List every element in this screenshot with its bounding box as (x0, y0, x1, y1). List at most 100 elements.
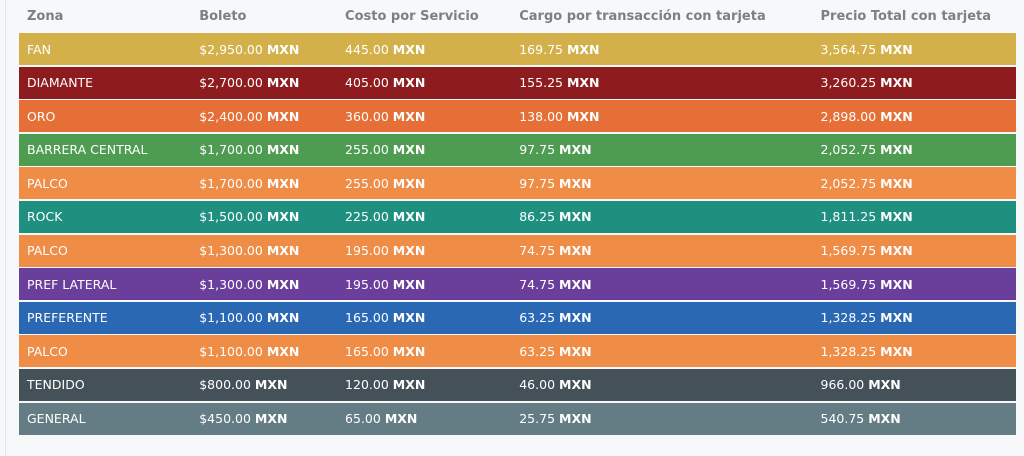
cell-boleto: $1,700.00 MXN (191, 176, 337, 191)
table-row: PREF LATERAL $1,300.00 MXN 195.00 MXN 74.75… (19, 268, 1016, 301)
cell-zona: PREFERENTE (19, 310, 191, 325)
header-cargo-tarjeta: Cargo por transacción con tarjeta (519, 9, 766, 24)
cell-cargo-value: 169.75 (519, 41, 563, 57)
cell-zona: ORO (19, 109, 191, 124)
cell-zona: PREF LATERAL (19, 277, 191, 292)
currency-label: MXN (566, 108, 600, 124)
currency-label: MXN (392, 108, 426, 124)
cell-boleto: $2,400.00 MXN (191, 109, 337, 124)
table-row: ORO $2,400.00 MXN 360.00 MXN 138.00 MXN 2,89… (19, 100, 1016, 133)
cell-cargo: 169.75 MXN (511, 42, 812, 57)
header-costo-servicio: Costo por Servicio (345, 9, 479, 24)
table-row: ROCK $1,500.00 MXN 225.00 MXN 86.25 MXN 1,81… (19, 200, 1016, 233)
cell-total-value: 2,052.75 (820, 142, 877, 158)
cell-servicio: 195.00 MXN (337, 277, 511, 292)
cell-zona-value: ROCK (27, 209, 63, 225)
currency-label: MXN (266, 75, 300, 91)
cell-servicio-value: 360.00 (345, 108, 389, 124)
currency-label: MXN (392, 41, 426, 57)
cell-boleto-value: $2,400.00 (199, 108, 263, 124)
currency-label: MXN (392, 75, 426, 91)
cell-cargo: 63.25 MXN (511, 310, 812, 325)
cell-total-value: 2,052.75 (820, 175, 877, 191)
currency-label: MXN (266, 310, 300, 326)
cell-zona-value: PALCO (27, 175, 68, 191)
cell-servicio-value: 165.00 (345, 343, 389, 359)
currency-label: MXN (392, 142, 426, 158)
currency-label: MXN (868, 377, 901, 393)
cell-boleto: $1,500.00 MXN (191, 209, 337, 224)
cell-boleto: $1,100.00 MXN (191, 310, 337, 325)
cell-zona-value: TENDIDO (27, 377, 85, 393)
cell-servicio: 65.00 MXN (337, 411, 511, 426)
header-precio-total: Precio Total con tarjeta (820, 9, 992, 24)
currency-label: MXN (392, 377, 426, 393)
cell-zona-value: BARRERA CENTRAL (27, 142, 148, 158)
table-row: PALCO $1,300.00 MXN 195.00 MXN 74.75 MXN 1,5… (19, 234, 1017, 267)
cell-boleto-value: $2,950.00 (199, 41, 263, 57)
cell-total-value: 1,569.75 (820, 243, 877, 259)
table-row: PALCO $1,100.00 MXN 165.00 MXN 63.25 MXN 1,3… (19, 335, 1016, 368)
currency-label: MXN (254, 411, 288, 427)
cell-cargo-value: 46.00 (519, 377, 556, 393)
currency-label: MXN (880, 75, 913, 91)
cell-zona: PALCO (19, 176, 191, 191)
cell-servicio-value: 65.00 (345, 411, 381, 427)
cell-zona-value: PALCO (27, 243, 68, 259)
cell-total: 3,260.25 MXN (813, 75, 1017, 90)
cell-zona-value: FAN (27, 41, 51, 57)
cell-cargo: 138.00 MXN (511, 109, 812, 124)
cell-zona: TENDIDO (19, 377, 191, 392)
cell-cargo-value: 138.00 (519, 108, 563, 124)
cell-servicio: 195.00 MXN (337, 243, 511, 258)
cell-boleto-value: $800.00 (199, 377, 251, 393)
cell-cargo: 97.75 MXN (511, 142, 812, 157)
cell-zona: FAN (19, 42, 191, 57)
cell-total: 540.75 MXN (813, 411, 1017, 426)
currency-label: MXN (266, 276, 300, 292)
cell-cargo-value: 74.75 (519, 276, 556, 292)
currency-label: MXN (880, 209, 913, 225)
currency-label: MXN (266, 243, 300, 259)
cell-servicio-value: 445.00 (345, 41, 389, 57)
currency-label: MXN (566, 75, 600, 91)
cell-total-value: 2,898.00 (820, 108, 877, 124)
cell-cargo: 97.75 MXN (511, 176, 812, 191)
cell-boleto: $1,300.00 MXN (191, 277, 337, 292)
cell-cargo-value: 63.25 (519, 310, 556, 326)
cell-total: 3,564.75 MXN (813, 42, 1017, 57)
currency-label: MXN (266, 108, 300, 124)
currency-label: MXN (868, 411, 901, 427)
currency-label: MXN (392, 175, 426, 191)
header-boleto: Boleto (199, 9, 247, 24)
cell-cargo: 63.25 MXN (511, 344, 812, 359)
cell-servicio: 225.00 MXN (337, 209, 511, 224)
currency-label: MXN (559, 343, 592, 359)
cell-servicio: 445.00 MXN (337, 42, 511, 57)
cell-zona-value: GENERAL (27, 411, 86, 427)
cell-servicio: 120.00 MXN (337, 377, 511, 392)
currency-label: MXN (266, 142, 300, 158)
currency-label: MXN (880, 142, 913, 158)
currency-label: MXN (559, 276, 592, 292)
cell-total: 966.00 MXN (813, 377, 1017, 392)
cell-servicio-value: 165.00 (345, 310, 389, 326)
cell-servicio: 255.00 MXN (337, 176, 511, 191)
table-header: Zona Boleto Costo por Servicio Cargo por… (19, 0, 1016, 33)
cell-servicio-value: 195.00 (345, 243, 389, 259)
cell-total: 1,569.75 MXN (813, 243, 1017, 258)
table-row: PALCO $1,700.00 MXN 255.00 MXN 97.75 MXN 2,0… (19, 167, 1017, 200)
cell-total: 2,052.75 MXN (813, 176, 1017, 191)
cell-total-value: 1,569.75 (820, 276, 877, 292)
currency-label: MXN (266, 209, 300, 225)
cell-cargo-value: 97.75 (519, 142, 556, 158)
cell-servicio-value: 120.00 (345, 377, 389, 393)
cell-cargo-value: 74.75 (519, 243, 556, 259)
header-zona: Zona (27, 9, 64, 24)
table-row: TENDIDO $800.00 MXN 120.00 MXN 46.00 MXN 966… (19, 368, 1017, 401)
cell-boleto: $1,100.00 MXN (191, 344, 337, 359)
cell-servicio-value: 255.00 (345, 175, 389, 191)
currency-label: MXN (880, 175, 913, 191)
cell-zona: PALCO (19, 344, 191, 359)
cell-cargo: 86.25 MXN (511, 209, 812, 224)
